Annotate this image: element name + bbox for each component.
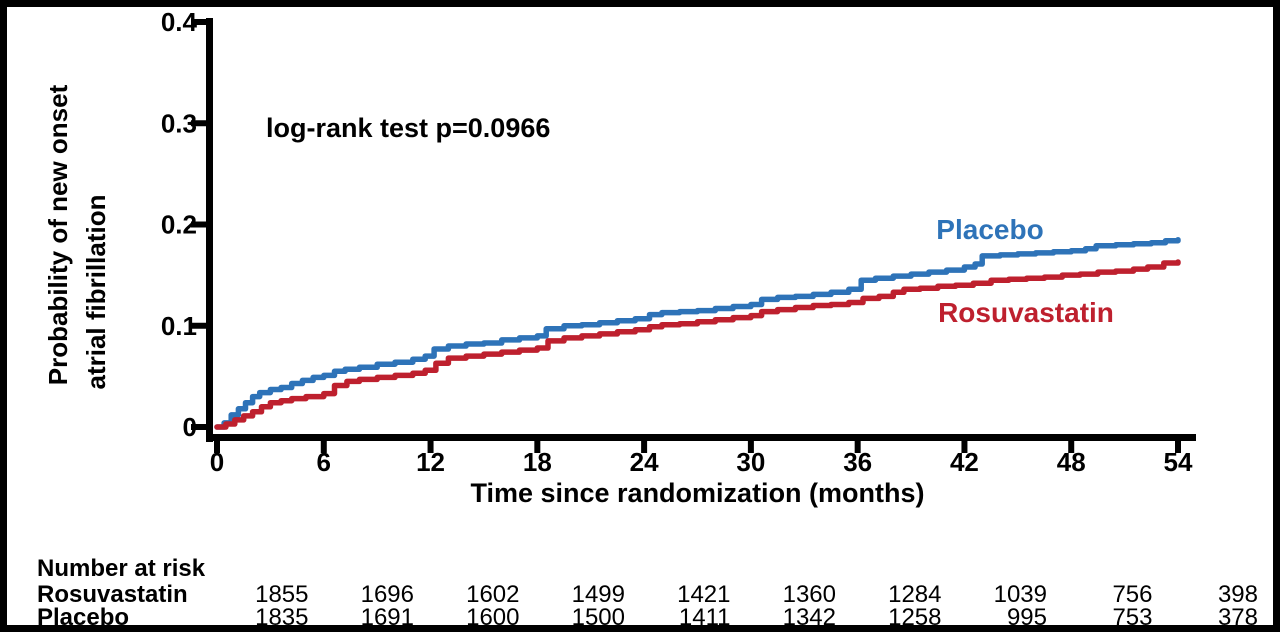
risk-value: 1039 bbox=[993, 581, 1047, 608]
risk-row-values: 1835 1691 1600 1500 1411 1342 1258 995 753 378 bbox=[203, 604, 1258, 631]
y-tick bbox=[191, 322, 206, 329]
x-axis-title: Time since randomization (months) bbox=[470, 478, 924, 508]
risk-value: 1499 bbox=[571, 581, 625, 608]
x-tick-label: 6 bbox=[317, 447, 331, 477]
y-tick-label: 0.3 bbox=[161, 108, 197, 138]
series-rosuvastatin-line bbox=[214, 259, 1181, 430]
risk-row-placebo: Placebo 1835 1691 1600 1500 1411 1342 1258 995 7… bbox=[7, 604, 1273, 631]
series-label-placebo: Placebo bbox=[936, 214, 1043, 245]
y-tick-label: 0.1 bbox=[161, 311, 197, 341]
x-tick-label: 18 bbox=[523, 447, 552, 477]
x-tick bbox=[214, 441, 220, 453]
y-tick-label: 0 bbox=[183, 412, 197, 442]
risk-value: 1284 bbox=[888, 581, 942, 608]
x-tick bbox=[427, 441, 434, 453]
y-tick bbox=[191, 221, 206, 228]
series-label-rosuvastatin: Rosuvastatin bbox=[938, 297, 1114, 328]
risk-row-label: Rosuvastatin bbox=[37, 581, 188, 608]
risk-value: 995 bbox=[1006, 604, 1047, 631]
x-tick bbox=[641, 441, 648, 453]
annotation-text: log-rank test p=0.0966 bbox=[266, 113, 550, 143]
x-tick bbox=[1175, 441, 1181, 453]
risk-value: 1600 bbox=[466, 604, 520, 631]
x-tick-label: 42 bbox=[950, 447, 979, 477]
risk-value: 1835 bbox=[255, 604, 309, 631]
risk-value: 1500 bbox=[571, 604, 625, 631]
x-tick bbox=[1068, 441, 1075, 453]
risk-value: 1258 bbox=[888, 604, 942, 631]
x-axis-line bbox=[206, 434, 1196, 441]
x-tick bbox=[534, 441, 541, 453]
risk-value: 1691 bbox=[360, 604, 414, 631]
risk-value: 753 bbox=[1112, 604, 1153, 631]
risk-row-label: Placebo bbox=[37, 604, 130, 631]
risk-row-values: 1855 1696 1602 1499 1421 1360 1284 1039 756 398 bbox=[203, 583, 1258, 607]
x-tick-label: 48 bbox=[1057, 447, 1086, 477]
risk-table-title: Number at risk bbox=[37, 555, 206, 582]
x-tick-label: 12 bbox=[416, 447, 445, 477]
risk-value: 1602 bbox=[466, 581, 520, 608]
km-chart: 0 0.1 0.2 0.3 0.4 0 6 12 18 24 30 36 42 48 54 Time sinc… bbox=[43, 7, 1196, 508]
x-tick bbox=[747, 441, 754, 453]
x-tick-label: 36 bbox=[843, 447, 872, 477]
risk-value: 378 bbox=[1217, 604, 1258, 631]
risk-value: 756 bbox=[1112, 581, 1153, 608]
y-axis-line bbox=[206, 18, 213, 442]
y-axis-title-line2: atrial fibrillation bbox=[81, 194, 111, 389]
x-tick-label: 0 bbox=[210, 447, 224, 477]
x-tick-label: 54 bbox=[1164, 447, 1193, 477]
y-tick-label: 0.4 bbox=[161, 7, 198, 37]
risk-value: 1855 bbox=[255, 581, 309, 608]
y-tick bbox=[191, 120, 206, 127]
risk-value: 1696 bbox=[360, 581, 414, 608]
risk-value: 1360 bbox=[782, 581, 836, 608]
x-tick bbox=[961, 441, 968, 453]
risk-value: 398 bbox=[1217, 581, 1258, 608]
x-tick bbox=[854, 441, 861, 453]
x-tick bbox=[320, 441, 327, 453]
risk-value: 1342 bbox=[782, 604, 836, 631]
series-placebo-line bbox=[214, 236, 1181, 430]
x-tick-label: 30 bbox=[736, 447, 765, 477]
risk-row-rosuvastatin: Rosuvastatin 1855 1696 1602 1499 1421 1360 128… bbox=[7, 581, 1273, 608]
y-tick-label: 0.2 bbox=[161, 210, 197, 240]
y-tick bbox=[191, 19, 206, 25]
risk-value: 1411 bbox=[678, 604, 731, 631]
y-axis-title-line1: Probability of new onset bbox=[43, 84, 73, 385]
risk-value: 1421 bbox=[677, 581, 731, 608]
y-tick bbox=[191, 424, 206, 430]
x-tick-label: 24 bbox=[630, 447, 659, 477]
